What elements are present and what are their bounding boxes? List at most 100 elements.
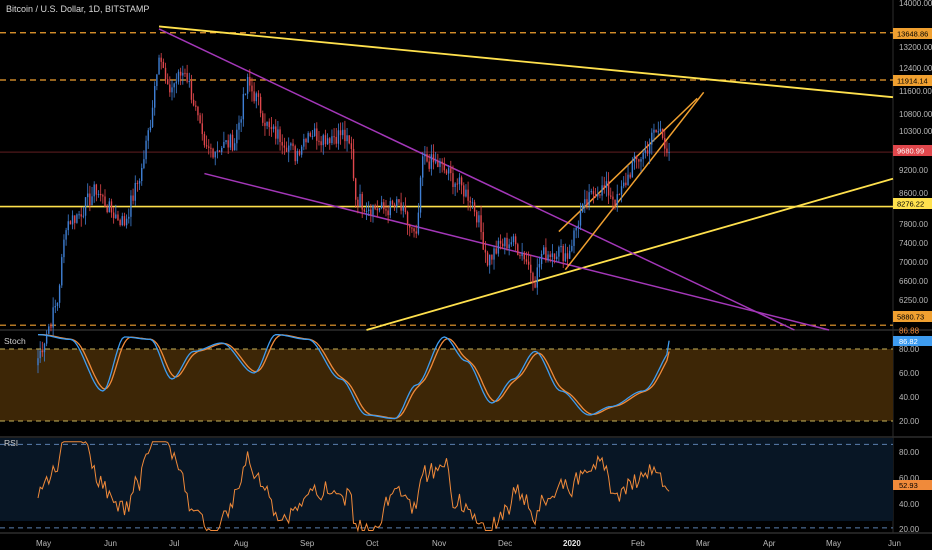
candle <box>508 238 510 256</box>
candle <box>216 141 219 159</box>
candle-body <box>534 283 536 288</box>
candle <box>527 251 530 270</box>
candle <box>48 323 50 335</box>
candle <box>175 73 178 94</box>
candle <box>586 190 588 210</box>
candle-body <box>499 240 502 244</box>
candle <box>102 193 104 204</box>
candle-body <box>37 358 39 366</box>
candle-body <box>590 191 592 193</box>
candle <box>251 77 253 102</box>
candle-body <box>164 67 167 80</box>
candle <box>625 172 627 188</box>
candle-body <box>190 80 193 100</box>
candle-body <box>430 154 433 169</box>
stoch-k-line <box>37 333 670 420</box>
candle-body <box>465 189 467 197</box>
candle-body <box>352 148 355 179</box>
price-tick: 13200.00 <box>899 43 932 52</box>
candle-body <box>208 146 210 148</box>
price-tick: 14000.00 <box>899 0 932 8</box>
time-tick: Jul <box>169 539 179 548</box>
candle-body <box>473 202 476 212</box>
candle-body <box>242 94 245 120</box>
candle <box>262 110 264 127</box>
candle <box>71 210 74 230</box>
candle-body <box>385 209 387 211</box>
candle-body <box>359 194 361 207</box>
candle <box>374 203 376 211</box>
candle-body <box>540 253 543 264</box>
candle-body <box>45 333 48 344</box>
candle <box>266 121 268 130</box>
candle <box>324 129 327 147</box>
candle-body <box>130 195 132 217</box>
candle <box>249 69 251 92</box>
candle <box>156 73 158 91</box>
trendline-orange <box>564 91 705 271</box>
candle-body <box>558 247 560 257</box>
candle-body <box>584 199 586 204</box>
candle-body <box>216 150 219 152</box>
candle-body <box>374 205 376 209</box>
candle <box>82 206 85 219</box>
candle <box>447 165 450 181</box>
candle-body <box>391 201 394 205</box>
candle <box>320 136 322 152</box>
candle-body <box>398 199 400 203</box>
price-tick: 12400.00 <box>899 64 932 73</box>
candle-body <box>629 174 631 178</box>
candle-body <box>195 105 197 107</box>
candle-body <box>614 199 616 205</box>
candle <box>128 208 130 224</box>
candle <box>298 149 301 157</box>
candle <box>417 203 420 236</box>
trendline-yellow <box>158 25 894 99</box>
candle-body <box>610 195 612 197</box>
candle <box>601 176 603 201</box>
candle <box>296 148 299 164</box>
candle <box>151 100 154 129</box>
candle-body <box>372 205 374 215</box>
candle <box>171 80 173 101</box>
candle-body <box>132 195 134 201</box>
candle-body <box>171 87 173 93</box>
candle <box>54 299 56 314</box>
candle-body <box>478 215 480 223</box>
price-tick: 9200.00 <box>899 166 928 175</box>
candle <box>413 227 415 238</box>
candle <box>65 227 67 246</box>
candle <box>506 232 508 251</box>
candle-body <box>95 184 98 195</box>
candle <box>329 136 331 150</box>
rsi-band <box>0 438 893 521</box>
badge-last-price-text: 9680.99 <box>897 147 924 156</box>
candle-body <box>89 193 91 206</box>
candle-body <box>285 147 288 152</box>
candle <box>393 202 396 211</box>
candle <box>581 203 584 213</box>
candle <box>300 144 303 158</box>
candle-body <box>413 228 415 232</box>
candle <box>452 165 454 195</box>
stoch-layer <box>0 333 893 422</box>
candle-body <box>298 151 301 155</box>
candle <box>56 302 59 311</box>
candle <box>344 120 346 149</box>
candle <box>270 117 273 137</box>
candle-body <box>307 133 309 143</box>
candle <box>363 208 366 213</box>
badge-11914 <box>893 75 932 86</box>
candle-body <box>173 83 175 88</box>
stoch-k-value: 86.82 <box>899 337 918 346</box>
candle <box>357 196 359 214</box>
candle-body <box>50 326 52 328</box>
candle <box>486 250 489 267</box>
candle-body <box>419 177 422 213</box>
candle-body <box>657 131 659 133</box>
candle <box>426 146 428 163</box>
candle <box>41 341 44 357</box>
candle <box>653 123 655 142</box>
candle-body <box>61 257 63 286</box>
